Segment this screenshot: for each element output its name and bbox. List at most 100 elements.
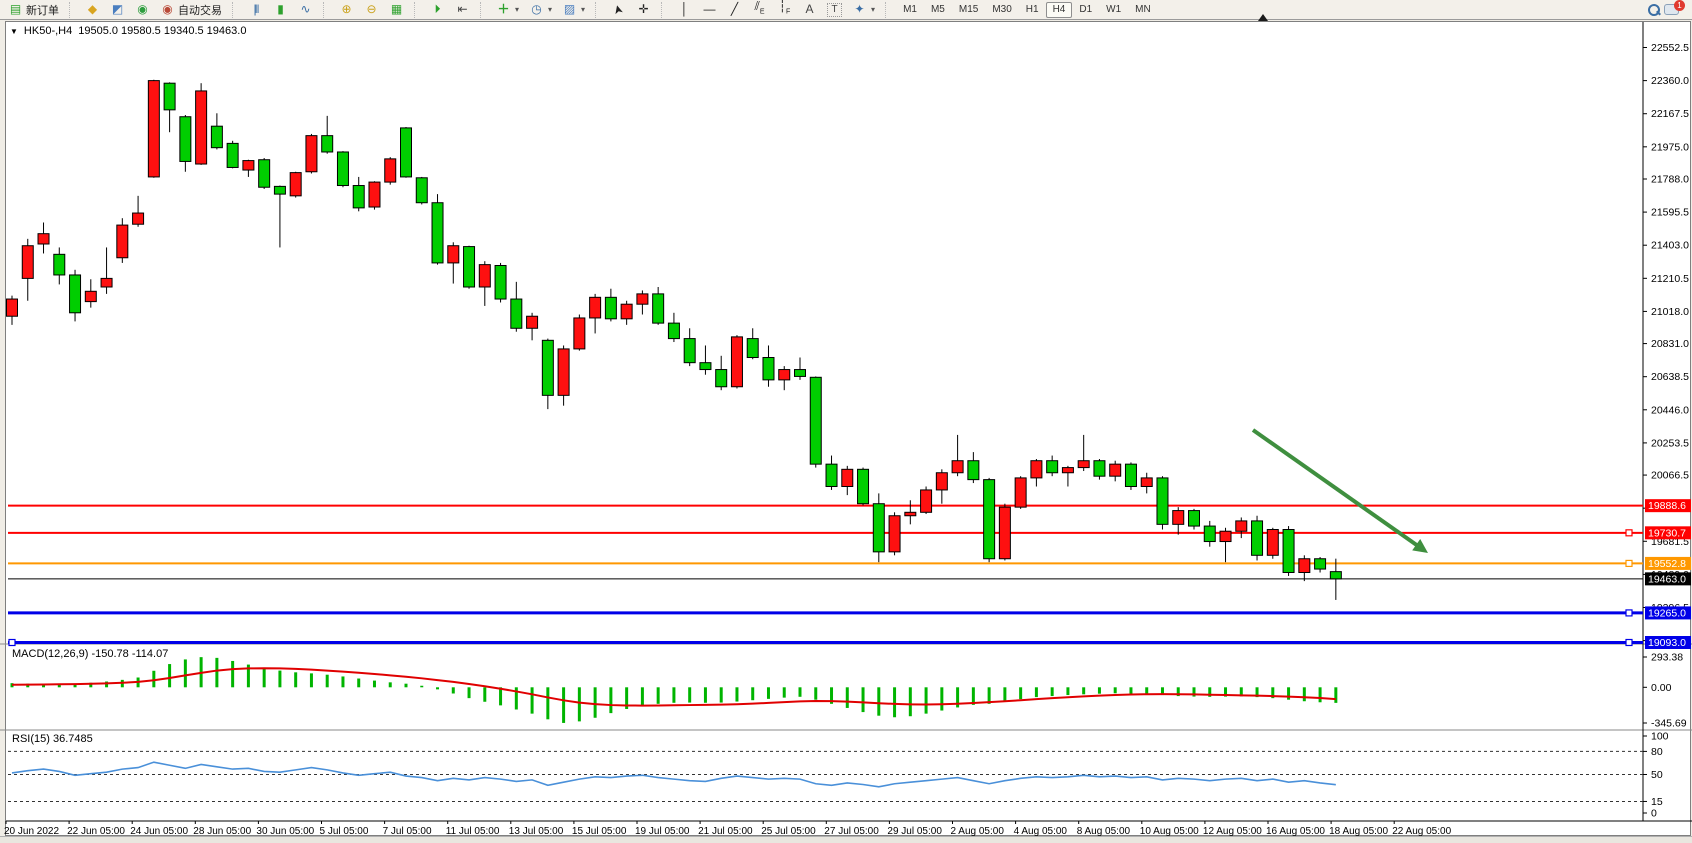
candle-body[interactable] — [998, 506, 1011, 560]
level-handle[interactable] — [1625, 638, 1633, 647]
candle-body[interactable] — [1266, 529, 1279, 556]
candle-body[interactable] — [1156, 477, 1169, 525]
equidistant-channel-button[interactable]: ⫽E — [747, 0, 772, 18]
candle-body[interactable] — [431, 202, 444, 264]
candle-body[interactable] — [715, 369, 728, 388]
candle-body[interactable] — [447, 245, 460, 264]
candle-body[interactable] — [242, 160, 255, 171]
signals-button[interactable]: ◉ — [130, 1, 155, 18]
metaeditor-button[interactable]: ◆ — [80, 1, 105, 18]
auto-scroll-button[interactable]: ⏵ — [425, 1, 450, 18]
candle-body[interactable] — [1093, 460, 1106, 477]
candle-body[interactable] — [526, 315, 539, 329]
market-watch-button[interactable]: ◩ — [105, 1, 130, 18]
candle-body[interactable] — [132, 212, 145, 225]
candle-body[interactable] — [809, 376, 822, 465]
indicators-button[interactable]: ＋ ▾ — [491, 1, 524, 18]
candle-body[interactable] — [573, 317, 586, 350]
candle-body[interactable] — [258, 159, 271, 188]
candle-body[interactable] — [37, 233, 50, 245]
vertical-line-button[interactable]: │ — [672, 1, 697, 18]
candle-body[interactable] — [589, 296, 602, 319]
candle-body[interactable] — [289, 172, 302, 197]
candle-body[interactable] — [321, 135, 334, 153]
candle-body[interactable] — [1172, 510, 1185, 525]
candle-body[interactable] — [746, 338, 759, 359]
trend-arrow-line[interactable] — [1251, 428, 1420, 548]
candle-body[interactable] — [857, 468, 870, 505]
candle-body[interactable] — [179, 116, 192, 162]
candle-body[interactable] — [1329, 571, 1342, 580]
candle-body[interactable] — [730, 336, 743, 388]
zoom-out-button[interactable]: ⊖ — [359, 1, 384, 18]
candle-body[interactable] — [1235, 520, 1248, 532]
level-handle[interactable] — [1625, 559, 1633, 568]
candle-body[interactable] — [683, 338, 696, 364]
level-handle[interactable] — [8, 638, 16, 647]
candle-body[interactable] — [1061, 467, 1074, 474]
level-handle[interactable] — [1625, 609, 1633, 617]
candle-body[interactable] — [478, 264, 491, 288]
candle-body[interactable] — [494, 264, 507, 300]
candle-body[interactable] — [557, 348, 570, 396]
level-handle[interactable] — [1625, 529, 1633, 537]
text-button[interactable]: A — [797, 1, 822, 18]
candle-body[interactable] — [415, 177, 428, 204]
candle-body[interactable] — [888, 515, 901, 553]
horizontal-line-button[interactable]: — — [697, 1, 722, 18]
candlestick-button[interactable]: ▮ — [268, 1, 293, 18]
candle-body[interactable] — [463, 246, 476, 288]
tab-timeframe-MN[interactable]: MN — [1135, 3, 1151, 15]
text-label-button[interactable]: T — [822, 1, 847, 18]
new-order-button[interactable]: ▤ 新订单 — [3, 1, 64, 18]
candle-body[interactable] — [510, 298, 523, 329]
candle-body[interactable] — [147, 80, 160, 178]
tab-timeframe-M1[interactable]: M1 — [903, 3, 917, 15]
fibonacci-button[interactable]: ┆F — [772, 0, 797, 18]
candle-body[interactable] — [116, 224, 129, 259]
autotrade-button[interactable]: ◉ 自动交易 — [155, 1, 227, 18]
candle-body[interactable] — [983, 479, 996, 560]
candle-body[interactable] — [904, 511, 917, 517]
candle-body[interactable] — [1109, 463, 1122, 477]
candle-body[interactable] — [100, 277, 113, 288]
candle-body[interactable] — [352, 185, 365, 209]
candle-body[interactable] — [1203, 525, 1216, 543]
candle-body[interactable] — [762, 357, 775, 381]
candle-body[interactable] — [652, 293, 665, 324]
candle-body[interactable] — [1314, 558, 1327, 570]
candle-body[interactable] — [69, 274, 82, 314]
zoom-in-button[interactable]: ⊕ — [334, 1, 359, 18]
tab-timeframe-M5[interactable]: M5 — [930, 3, 945, 15]
candle-body[interactable] — [872, 503, 885, 553]
candle-body[interactable] — [778, 369, 791, 381]
arrows-button[interactable]: ✦ ▾ — [847, 1, 880, 18]
search-icon[interactable] — [1648, 3, 1660, 16]
candle-body[interactable] — [841, 468, 854, 488]
candle-body[interactable] — [920, 489, 933, 513]
tile-windows-button[interactable]: ▦ — [384, 1, 409, 18]
candle-body[interactable] — [636, 293, 649, 305]
candle-body[interactable] — [1140, 477, 1153, 488]
tab-timeframe-D1[interactable]: D1 — [1079, 3, 1093, 15]
candle-body[interactable] — [368, 181, 381, 208]
tab-timeframe-M30[interactable]: M30 — [992, 3, 1012, 15]
candle-body[interactable] — [21, 245, 34, 279]
candle-body[interactable] — [1014, 477, 1027, 508]
candle-body[interactable] — [935, 472, 948, 491]
periods-button[interactable]: ◷ ▾ — [524, 1, 557, 18]
candle-body[interactable] — [84, 290, 97, 303]
chart-shift-button[interactable]: ⇤ — [450, 1, 475, 18]
candle-body[interactable] — [1077, 460, 1090, 469]
candle-body[interactable] — [699, 362, 712, 371]
candle-body[interactable] — [210, 125, 223, 149]
bar-chart-button[interactable]: |‖ — [243, 1, 268, 18]
line-chart-button[interactable]: ∿ — [293, 1, 318, 18]
tab-timeframe-H4[interactable]: H4 — [1045, 1, 1073, 18]
candle-body[interactable] — [1282, 529, 1295, 573]
candle-body[interactable] — [384, 158, 397, 183]
collapse-triangle-icon[interactable]: ▼ — [10, 26, 18, 36]
candle-body[interactable] — [195, 90, 208, 165]
candle-body[interactable] — [951, 460, 964, 474]
